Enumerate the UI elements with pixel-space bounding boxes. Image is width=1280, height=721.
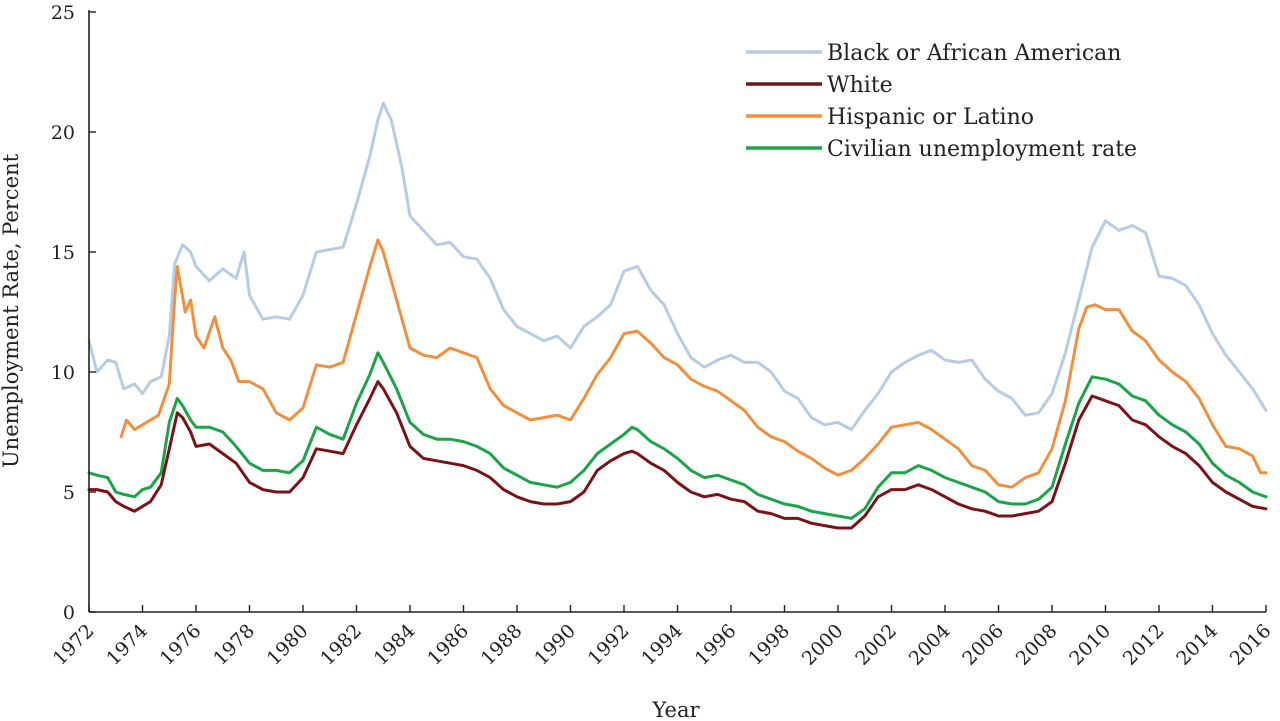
legend-label-white: White: [827, 73, 893, 98]
y-tick-label: 25: [51, 2, 75, 24]
series-line-white: [87, 380, 1268, 530]
x-tick-label: 1998: [744, 620, 794, 670]
x-tick-label: 2000: [798, 620, 848, 670]
x-tick-label: 2014: [1172, 620, 1222, 670]
x-tick-label: 1986: [423, 620, 473, 670]
x-tick-label: 2008: [1012, 620, 1062, 670]
y-tick-label: 10: [51, 362, 75, 384]
x-tick-label: 1996: [691, 620, 741, 670]
series-line-black-or-african-american: [87, 101, 1268, 432]
legend-label-black-or-african-american: Black or African American: [827, 41, 1121, 66]
legend: Black or African American White Hispanic o…: [746, 41, 1137, 162]
series-line-hispanic-or-latino: [119, 238, 1268, 489]
series-layer: [87, 101, 1268, 530]
axes-layer: [88, 10, 1266, 613]
x-tick-label: 2006: [958, 620, 1008, 670]
x-tick-label: 1982: [316, 620, 366, 670]
x-tick-label: 2004: [905, 620, 955, 670]
y-tick-label: 15: [51, 242, 75, 264]
x-tick-label: 1984: [370, 620, 420, 670]
x-tick-label: 1990: [530, 620, 580, 670]
legend-label-civilian-unemployment-rate: Civilian unemployment rate: [827, 137, 1137, 162]
x-tick-label: 2016: [1226, 620, 1276, 670]
x-tick-label: 1988: [477, 620, 527, 670]
x-tick-label: 1994: [637, 620, 687, 670]
y-tick-label: 0: [63, 602, 75, 624]
y-tick-label: 20: [51, 122, 75, 144]
x-tick-label: 2002: [851, 620, 901, 670]
x-tick-label: 1972: [49, 620, 99, 670]
x-tick-label: 2012: [1119, 620, 1169, 670]
series-line-civilian-unemployment-rate: [87, 351, 1268, 520]
x-tick-label: 2010: [1065, 620, 1115, 670]
x-tick-label: 1992: [584, 620, 634, 670]
y-tick-label: 5: [63, 482, 75, 504]
x-tick-label: 1978: [209, 620, 259, 670]
x-axis-title: Year: [651, 698, 700, 721]
y-axis-title: Unemployment Rate, Percent: [0, 153, 23, 468]
legend-label-hispanic-or-latino: Hispanic or Latino: [827, 105, 1034, 130]
x-tick-label: 1976: [156, 620, 206, 670]
x-tick-label: 1974: [102, 620, 152, 670]
x-tick-label: 1980: [263, 620, 313, 670]
